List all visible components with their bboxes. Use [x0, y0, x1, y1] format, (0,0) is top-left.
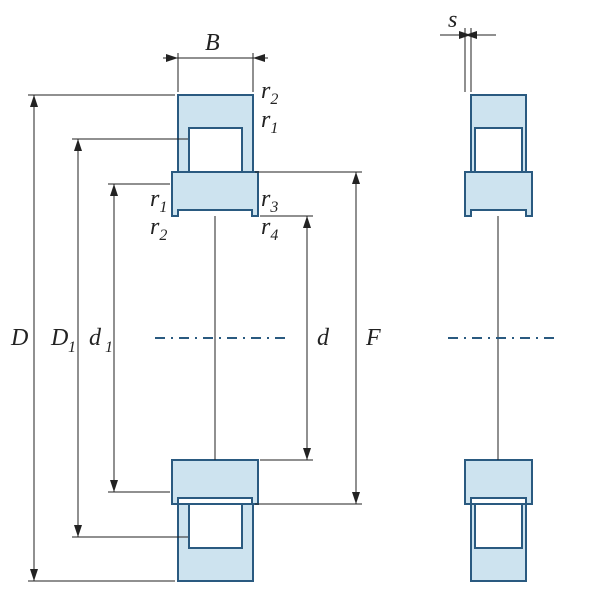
svg-text:r2: r2 — [150, 214, 167, 244]
label-B: B — [205, 30, 220, 56]
right-outer-ring-top — [471, 95, 526, 172]
right-inner-ring-bot — [465, 460, 532, 504]
label-D1: D — [50, 325, 68, 351]
dim-B: B — [163, 30, 268, 92]
label-d1: d — [89, 325, 102, 351]
left-inner-ring-top — [172, 172, 258, 216]
label-D: D — [10, 325, 28, 351]
svg-text:r1: r1 — [261, 107, 278, 137]
svg-text:r2: r2 — [261, 78, 278, 108]
right-inner-ring-top — [465, 172, 532, 216]
label-s: s — [448, 7, 457, 33]
label-d1-sub: 1 — [105, 339, 113, 356]
dim-s: s — [440, 7, 496, 92]
left-outer-ring-bot — [178, 504, 253, 581]
right-outer-ring-bot — [471, 504, 526, 581]
bearing-diagram: B D D 1 d 1 d F r2 r1 r1 r3 r2 r4 s — [0, 0, 600, 600]
svg-text:r3: r3 — [261, 186, 278, 216]
svg-text:r1: r1 — [150, 186, 167, 216]
label-D1-sub: 1 — [68, 339, 76, 356]
left-outer-ring-top — [178, 95, 253, 172]
svg-text:r4: r4 — [261, 214, 278, 244]
dim-d: d — [260, 216, 330, 460]
left-inner-ring-bot — [172, 460, 258, 504]
label-d: d — [317, 325, 330, 351]
label-F: F — [365, 325, 381, 351]
